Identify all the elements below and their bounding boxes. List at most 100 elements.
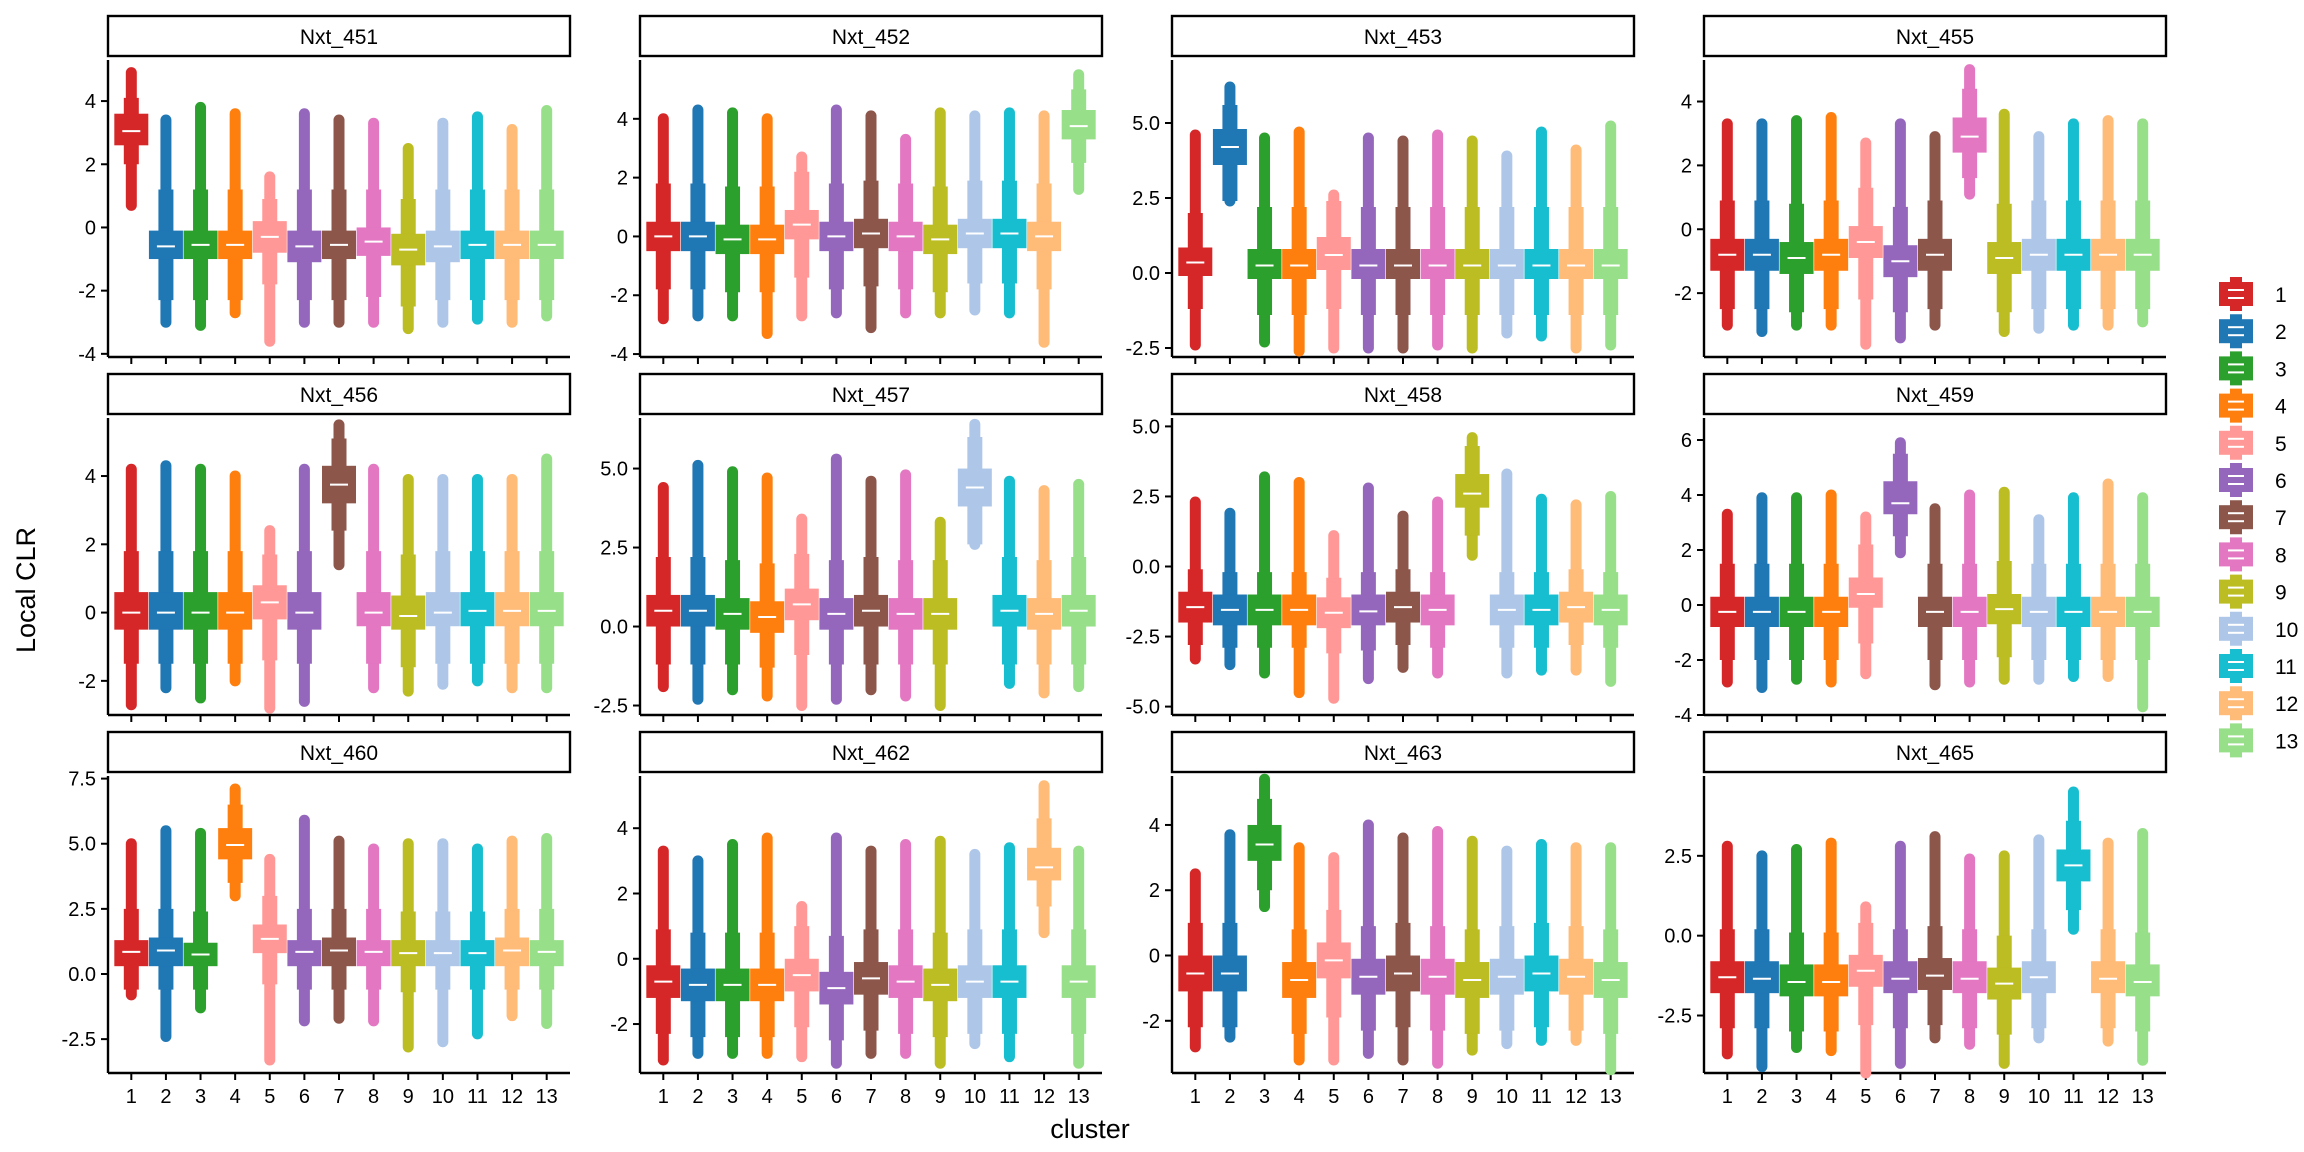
box xyxy=(495,937,530,967)
box-cluster-10 xyxy=(957,110,992,316)
box-cluster-4 xyxy=(750,472,785,702)
box xyxy=(1027,847,1062,881)
y-tick-label: 0.0 xyxy=(1132,557,1160,579)
box-cluster-1 xyxy=(1178,496,1213,665)
x-tick-label: 6 xyxy=(299,1086,310,1108)
facet-strip xyxy=(638,372,1104,416)
box-cluster-7 xyxy=(1918,831,1952,1044)
box-cluster-6 xyxy=(1883,437,1918,559)
box xyxy=(1282,249,1317,279)
x-tick-label: 11 xyxy=(1531,1086,1552,1108)
x-tick-label: 7 xyxy=(333,1086,344,1108)
box xyxy=(148,937,183,967)
y-tick-label: -2 xyxy=(78,671,96,693)
legend-item-6: 6 xyxy=(2211,463,2287,497)
box-cluster-10 xyxy=(1489,468,1524,679)
box-cluster-8 xyxy=(1952,853,1987,1050)
box-cluster-4 xyxy=(218,470,253,687)
box-cluster-7 xyxy=(854,475,888,696)
box-cluster-2 xyxy=(148,825,183,1043)
facet-strip xyxy=(638,730,1104,774)
box xyxy=(322,937,356,967)
y-tick-label: 0 xyxy=(1149,946,1160,968)
box-cluster-12 xyxy=(495,835,530,1022)
legend-swatch xyxy=(2219,319,2253,344)
facet-strip xyxy=(1170,14,1636,58)
legend-item-5: 5 xyxy=(2211,425,2287,460)
box-cluster-11 xyxy=(992,842,1027,1063)
box-cluster-13 xyxy=(529,453,564,694)
box-cluster-5 xyxy=(1316,852,1351,1066)
y-tick-label: 2.5 xyxy=(600,538,628,560)
legend-label: 2 xyxy=(2275,321,2287,344)
box-cluster-3 xyxy=(183,827,218,1014)
box-cluster-2 xyxy=(680,459,715,705)
box-cluster-7 xyxy=(322,419,356,571)
box-cluster-5 xyxy=(1848,137,1883,350)
legend-item-11: 11 xyxy=(2211,649,2297,683)
box-cluster-1 xyxy=(114,67,149,211)
x-tick-label: 2 xyxy=(1224,1086,1235,1108)
x-tick-label: 10 xyxy=(432,1086,454,1108)
box-cluster-2 xyxy=(1744,118,1779,337)
box-cluster-8 xyxy=(1420,129,1455,351)
box-cluster-12 xyxy=(495,124,530,328)
box-cluster-12 xyxy=(1027,110,1062,348)
x-tick-label: 7 xyxy=(1397,1086,1408,1108)
legend-item-12: 12 xyxy=(2211,686,2298,721)
y-tick-label: 0 xyxy=(617,949,628,971)
box-cluster-6 xyxy=(1883,840,1918,1069)
box-cluster-4 xyxy=(1282,126,1317,357)
facet-strip-label: Nxt_460 xyxy=(300,742,378,765)
box-cluster-1 xyxy=(646,845,681,1066)
facet-panel: Nxt_458 -5.0 -2.5 0.0 2.5 5.0 xyxy=(1126,372,1636,722)
y-tick-label: 2 xyxy=(85,534,96,556)
x-tick-label: 9 xyxy=(1467,1086,1478,1108)
y-tick-label: -4 xyxy=(1674,705,1692,727)
x-tick-label: 13 xyxy=(536,1086,558,1108)
legend-label: 13 xyxy=(2275,730,2298,753)
y-tick-label: 5.0 xyxy=(68,834,96,856)
box-cluster-6 xyxy=(1351,482,1386,685)
box-cluster-9 xyxy=(923,835,958,1069)
box-cluster-10 xyxy=(2021,514,2056,685)
y-axis-title: Local CLR xyxy=(11,527,41,653)
box-cluster-2 xyxy=(148,460,183,694)
legend-swatch xyxy=(2219,728,2253,753)
y-tick-label: 0 xyxy=(85,217,96,239)
box xyxy=(529,940,564,967)
box xyxy=(1455,474,1490,508)
legend-item-9: 9 xyxy=(2211,574,2287,609)
y-tick-label: 4 xyxy=(617,818,628,840)
box xyxy=(1814,964,1849,997)
box-cluster-1 xyxy=(1710,840,1745,1060)
box xyxy=(1952,117,1987,153)
y-tick-label: -2.5 xyxy=(594,696,628,718)
facet-strip-label: Nxt_465 xyxy=(1896,742,1974,765)
box-cluster-1 xyxy=(646,113,681,325)
box-cluster-1 xyxy=(1178,868,1213,1053)
facet-panel: Nxt_451 -4 -2 0 2 4 xyxy=(78,14,572,366)
box-cluster-6 xyxy=(1351,132,1386,354)
y-tick-label: 4 xyxy=(1681,485,1692,507)
box-cluster-1 xyxy=(1710,118,1745,331)
y-tick-label: 0.0 xyxy=(68,964,96,986)
box-cluster-9 xyxy=(923,107,958,319)
legend-swatch xyxy=(2219,282,2253,306)
x-tick-label: 7 xyxy=(1929,1086,1940,1108)
x-tick-label: 12 xyxy=(2097,1086,2119,1108)
facet-strip-label: Nxt_457 xyxy=(832,384,910,407)
box xyxy=(287,592,322,630)
box-cluster-9 xyxy=(1455,432,1490,561)
box-cluster-10 xyxy=(1489,845,1524,1050)
box-cluster-12 xyxy=(1559,842,1594,1046)
legend-item-4: 4 xyxy=(2211,388,2287,423)
x-tick-label: 11 xyxy=(2063,1086,2084,1108)
box-cluster-3 xyxy=(1247,471,1282,679)
box-cluster-9 xyxy=(391,473,426,697)
box xyxy=(1489,249,1524,279)
box xyxy=(148,592,183,630)
box-cluster-11 xyxy=(1524,839,1559,1046)
y-tick-label: 2 xyxy=(617,168,628,190)
y-tick-label: -2.5 xyxy=(1658,1006,1692,1028)
